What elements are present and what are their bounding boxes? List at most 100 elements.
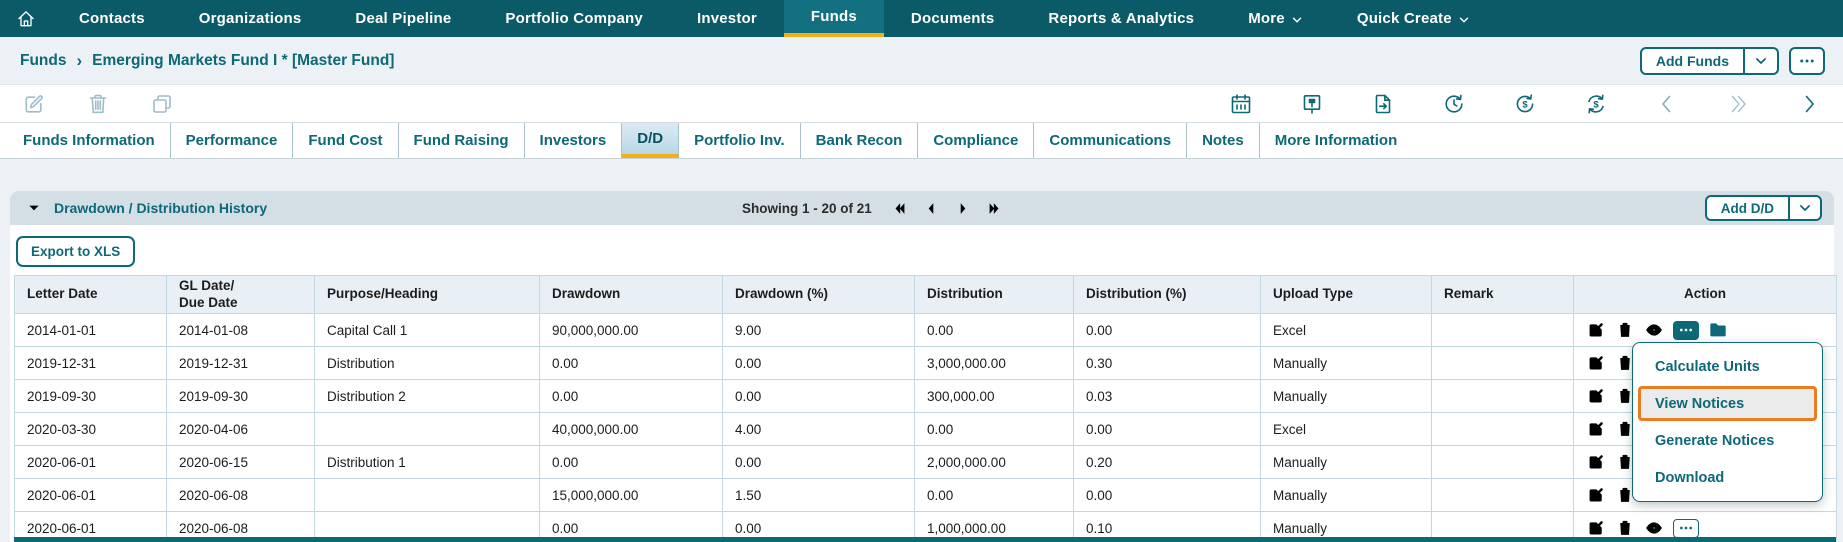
breadcrumb-current: Emerging Markets Fund I * [Master Fund] bbox=[92, 52, 394, 70]
row-edit-icon[interactable] bbox=[1586, 419, 1606, 439]
tab-investors[interactable]: Investors bbox=[525, 123, 623, 158]
breadcrumb-root[interactable]: Funds bbox=[20, 52, 67, 70]
cell-remark bbox=[1432, 413, 1574, 446]
row-more-actions-button[interactable] bbox=[1673, 519, 1699, 538]
chevron-down-icon bbox=[1754, 54, 1768, 68]
tab-performance[interactable]: Performance bbox=[171, 123, 294, 158]
cell-letter-date: 2019-09-30 bbox=[15, 380, 167, 413]
row-edit-icon[interactable] bbox=[1586, 320, 1606, 340]
tab-notes[interactable]: Notes bbox=[1187, 123, 1260, 158]
chevron-left-icon[interactable] bbox=[1655, 92, 1679, 116]
row-view-icon[interactable] bbox=[1644, 518, 1664, 538]
table-row: 2019-12-312019-12-31Distribution0.000.00… bbox=[15, 347, 1837, 380]
row-edit-icon[interactable] bbox=[1586, 452, 1606, 472]
collapse-section-icon[interactable] bbox=[26, 200, 42, 216]
tab-compliance[interactable]: Compliance bbox=[918, 123, 1034, 158]
cell-upload-type: Manually bbox=[1261, 347, 1432, 380]
row-edit-icon[interactable] bbox=[1586, 518, 1606, 538]
table-row: 2014-01-012014-01-08Capital Call 190,000… bbox=[15, 314, 1837, 347]
row-edit-icon[interactable] bbox=[1586, 386, 1606, 406]
menu-item-download[interactable]: Download bbox=[1633, 459, 1822, 496]
tab-communications[interactable]: Communications bbox=[1034, 123, 1187, 158]
cell-drawdown-pct: 0.00 bbox=[723, 347, 915, 380]
next-page-icon[interactable] bbox=[954, 200, 971, 217]
cell-remark bbox=[1432, 446, 1574, 479]
tab-fund-raising[interactable]: Fund Raising bbox=[399, 123, 525, 158]
breadcrumb: Funds › Emerging Markets Fund I * [Maste… bbox=[20, 51, 394, 71]
fund-tabbar: Funds InformationPerformanceFund CostFun… bbox=[0, 122, 1843, 159]
add-dd-button-main[interactable]: Add D/D bbox=[1707, 197, 1788, 219]
col-header-distribution: Distribution bbox=[915, 276, 1074, 314]
nav-item-funds[interactable]: Funds bbox=[784, 0, 884, 37]
row-delete-icon[interactable] bbox=[1615, 320, 1635, 340]
dd-history-header: Drawdown / Distribution History Showing … bbox=[10, 191, 1834, 225]
file-export-icon[interactable] bbox=[1371, 92, 1395, 116]
row-view-icon[interactable] bbox=[1644, 320, 1664, 340]
row-edit-icon[interactable] bbox=[1586, 353, 1606, 373]
cell-drawdown-pct: 0.00 bbox=[723, 446, 915, 479]
col-header-letter-date: Letter Date bbox=[15, 276, 167, 314]
row-delete-icon[interactable] bbox=[1615, 518, 1635, 538]
cell-purpose: Distribution bbox=[315, 347, 540, 380]
main-nav: Contacts OrganizationsDeal PipelinePortfo… bbox=[52, 0, 1497, 37]
nav-item-label: Contacts bbox=[79, 10, 145, 27]
col-header-action: Action bbox=[1574, 276, 1837, 314]
chevrons-right-icon[interactable] bbox=[1726, 92, 1750, 116]
menu-item-view-notices[interactable]: View Notices bbox=[1638, 386, 1817, 421]
cell-drawdown: 90,000,000.00 bbox=[540, 314, 723, 347]
table-bottom-scrollbar[interactable] bbox=[14, 537, 1836, 542]
notice-board-icon[interactable] bbox=[1300, 92, 1324, 116]
edit-icon[interactable] bbox=[22, 92, 46, 116]
cell-drawdown: 0.00 bbox=[540, 380, 723, 413]
cell-letter-date: 2020-06-01 bbox=[15, 446, 167, 479]
nav-item-deal-pipeline[interactable]: Deal Pipeline bbox=[328, 0, 478, 37]
tab-more-information[interactable]: More Information bbox=[1260, 123, 1413, 158]
row-edit-icon[interactable] bbox=[1586, 485, 1606, 505]
chevron-down-icon bbox=[1798, 201, 1812, 215]
cell-upload-type: Manually bbox=[1261, 446, 1432, 479]
delete-icon[interactable] bbox=[86, 92, 110, 116]
export-xls-button[interactable]: Export to XLS bbox=[16, 236, 135, 267]
history-icon[interactable] bbox=[1442, 92, 1466, 116]
row-folder-icon[interactable] bbox=[1708, 320, 1730, 340]
row-more-actions-button[interactable] bbox=[1673, 321, 1699, 340]
nav-item-reports-analytics[interactable]: Reports & Analytics bbox=[1021, 0, 1221, 37]
menu-item-generate-notices[interactable]: Generate Notices bbox=[1633, 422, 1822, 459]
calendar-icon[interactable] bbox=[1229, 92, 1253, 116]
copy-icon[interactable] bbox=[150, 92, 174, 116]
currency-sync-icon[interactable]: $ bbox=[1584, 92, 1608, 116]
chevron-right-icon[interactable] bbox=[1797, 92, 1821, 116]
col-header-drawdown: Drawdown (%) bbox=[723, 276, 915, 314]
prev-page-icon[interactable] bbox=[923, 200, 940, 217]
add-funds-button-main[interactable]: Add Funds bbox=[1642, 49, 1743, 73]
tab-portfolio-inv[interactable]: Portfolio Inv. bbox=[679, 123, 801, 158]
add-funds-dropdown-button[interactable] bbox=[1743, 49, 1777, 73]
add-dd-dropdown-button[interactable] bbox=[1788, 197, 1820, 219]
nav-item-quick-create[interactable]: Quick Create bbox=[1330, 0, 1497, 37]
nav-item-label: More bbox=[1248, 10, 1285, 27]
home-nav-button[interactable] bbox=[0, 0, 52, 37]
tab-funds-information[interactable]: Funds Information bbox=[8, 123, 171, 158]
last-page-icon[interactable] bbox=[985, 200, 1002, 217]
cell-distribution-pct: 0.00 bbox=[1074, 479, 1261, 512]
section-title: Drawdown / Distribution History bbox=[54, 200, 267, 216]
cell-distribution-pct: 0.30 bbox=[1074, 347, 1261, 380]
cell-letter-date: 2019-12-31 bbox=[15, 347, 167, 380]
more-actions-button[interactable] bbox=[1789, 47, 1825, 75]
currency-refresh-icon[interactable]: $ bbox=[1513, 92, 1537, 116]
nav-item-portfolio-company[interactable]: Portfolio Company bbox=[478, 0, 670, 37]
nav-item-investor[interactable]: Investor bbox=[670, 0, 784, 37]
menu-item-calculate-units[interactable]: Calculate Units bbox=[1633, 348, 1822, 385]
tab-bank-recon[interactable]: Bank Recon bbox=[801, 123, 919, 158]
cell-distribution: 0.00 bbox=[915, 479, 1074, 512]
cell-upload-type: Manually bbox=[1261, 479, 1432, 512]
nav-item-more[interactable]: More bbox=[1221, 0, 1330, 37]
first-page-icon[interactable] bbox=[892, 200, 909, 217]
nav-item-documents[interactable]: Documents bbox=[884, 0, 1021, 37]
nav-item-organizations[interactable]: Organizations bbox=[172, 0, 329, 37]
nav-item-contacts[interactable]: Contacts bbox=[52, 0, 172, 37]
tab-fund-cost[interactable]: Fund Cost bbox=[293, 123, 398, 158]
tab-d-d[interactable]: D/D bbox=[622, 123, 679, 158]
cell-distribution: 3,000,000.00 bbox=[915, 347, 1074, 380]
cell-drawdown: 0.00 bbox=[540, 347, 723, 380]
